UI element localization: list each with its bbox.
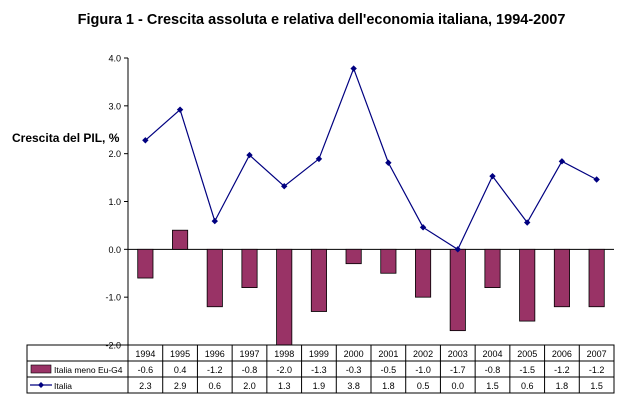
data-table-frame: [26, 344, 615, 394]
data-table-value: -0.5: [381, 365, 397, 375]
data-table-value: 1.9: [313, 381, 326, 391]
bar-2005: [519, 248, 536, 322]
x-tick-label: 2003: [448, 349, 468, 359]
data-table-value: 0.4: [174, 365, 187, 375]
bar-2004: [484, 248, 501, 288]
x-tick-label: 1998: [274, 349, 294, 359]
bar-2007: [588, 248, 605, 308]
bar-1996: [206, 248, 223, 308]
x-tick-label: 1994: [135, 349, 155, 359]
data-table-value: 0.6: [521, 381, 534, 391]
bar-1997: [241, 248, 258, 288]
data-table-value: 0.6: [209, 381, 222, 391]
y-tick-label: 0.0: [108, 245, 121, 255]
data-table-value: 2.0: [243, 381, 256, 391]
x-tick-label: 2001: [378, 349, 398, 359]
data-table-value: 2.3: [139, 381, 152, 391]
bar-1995: [172, 229, 189, 250]
point-2003: [454, 246, 461, 253]
legend-label-italia-meno-eu-g4: Italia meno Eu-G4: [54, 365, 123, 375]
data-table-value: -1.3: [311, 365, 327, 375]
legend-swatch-bar: [30, 364, 52, 374]
x-tick-label: 1995: [170, 349, 190, 359]
x-tick-label: 2006: [552, 349, 572, 359]
point-2006: [558, 158, 566, 165]
bar-2003: [449, 248, 466, 332]
legend-marker: [38, 382, 44, 388]
data-table-value: -1.7: [450, 365, 466, 375]
data-table-value: 0.0: [452, 381, 465, 391]
data-table-value: 1.3: [278, 381, 291, 391]
point-2001: [385, 159, 392, 166]
y-axis-label: Crescita del PIL, %: [12, 131, 120, 145]
point-2002: [419, 224, 427, 231]
x-tick-label: 2000: [344, 349, 364, 359]
data-table-value: 2.9: [174, 381, 187, 391]
data-table-value: -2.0: [276, 365, 292, 375]
bar-1998: [276, 248, 293, 346]
point-2000: [350, 65, 357, 72]
line-italia: [144, 66, 597, 251]
data-table-value: -1.0: [415, 365, 431, 375]
data-table-value: 1.5: [590, 381, 603, 391]
data-table-value: -0.8: [242, 365, 258, 375]
data-table-value: 3.8: [347, 381, 360, 391]
data-table-value: 1.5: [486, 381, 499, 391]
x-tick-label: 1997: [239, 349, 259, 359]
x-tick-label: 2004: [482, 349, 502, 359]
bar-2001: [380, 248, 397, 274]
bar-2002: [415, 248, 432, 298]
y-tick-label: -1.0: [105, 293, 121, 303]
data-table-value: 1.8: [556, 381, 569, 391]
point-2004: [489, 172, 496, 180]
x-tick-label: 2005: [517, 349, 537, 359]
x-tick-label: 2007: [587, 349, 607, 359]
y-tick-label: 3.0: [108, 101, 121, 111]
data-table-value: -0.6: [138, 365, 154, 375]
data-table-value: 1.8: [382, 381, 395, 391]
data-table-value: -1.2: [207, 365, 223, 375]
y-tick-label: 4.0: [108, 54, 121, 64]
x-tick-label: 1996: [205, 349, 225, 359]
chart-title: Figura 1 - Crescita assoluta e relativa …: [77, 12, 566, 28]
point-1994: [142, 137, 149, 144]
data-table-value: -1.2: [554, 365, 570, 375]
bar-1999: [310, 248, 327, 312]
point-1998: [281, 182, 288, 190]
point-1996: [211, 217, 218, 225]
legend-label-italia: Italia: [54, 381, 72, 391]
x-tick-label: 2002: [413, 349, 433, 359]
x-tick-label: 1999: [309, 349, 329, 359]
point-2007: [593, 176, 600, 183]
bar-1994: [137, 248, 154, 279]
y-tick-label: 2.0: [108, 149, 121, 159]
data-table-value: -1.2: [589, 365, 605, 375]
point-2005: [524, 219, 531, 226]
y-tick-label: 1.0: [108, 197, 121, 207]
data-table-value: -1.5: [519, 365, 535, 375]
data-table-value: -0.8: [485, 365, 501, 375]
point-1997: [246, 151, 253, 159]
data-table-value: 0.5: [417, 381, 430, 391]
bar-2006: [553, 248, 570, 308]
data-table-value: -0.3: [346, 365, 362, 375]
point-1995: [176, 106, 184, 113]
bar-2000: [345, 248, 362, 265]
point-1999: [315, 155, 323, 163]
